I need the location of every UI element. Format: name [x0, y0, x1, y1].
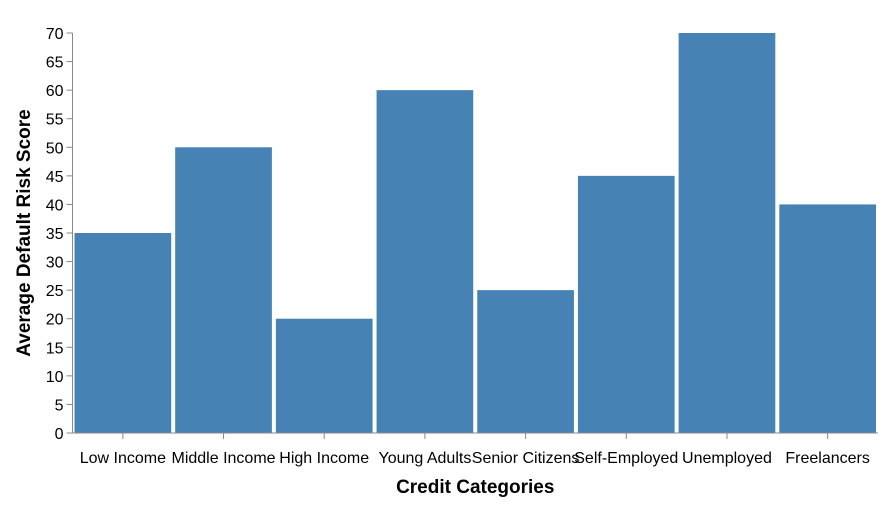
y-tick-label: 5: [55, 397, 64, 414]
y-axis-title: Average Default Risk Score: [14, 109, 35, 356]
y-tick-label: 70: [46, 26, 64, 43]
y-tick-label: 20: [46, 312, 64, 329]
x-tick-label: Middle Income: [172, 450, 276, 467]
x-tick-label: Senior Citizens: [472, 450, 580, 467]
y-tick-label: 0: [55, 426, 64, 443]
y-tick-label: 10: [46, 369, 64, 386]
y-tick-label: 65: [46, 55, 64, 72]
y-tick-label: 15: [46, 340, 64, 357]
y-tick-label: 45: [46, 169, 64, 186]
y-axis: 0 5 10 15 20 25 30 35 40 45 50 55 60 65 70: [46, 26, 73, 443]
x-tick-label: High Income: [279, 450, 369, 467]
bar-1: [175, 147, 272, 434]
bar-0: [74, 233, 172, 433]
x-tick-label: Unemployed: [682, 450, 772, 467]
y-tick-label: 30: [46, 255, 64, 272]
bar-6: [678, 33, 776, 433]
bars-group: [74, 33, 876, 434]
y-tick-label: 50: [46, 140, 64, 157]
bar-2: [275, 318, 373, 433]
y-tick-label: 55: [46, 112, 64, 129]
x-axis-title: Credit Categories: [396, 477, 554, 498]
y-tick-label: 25: [46, 283, 64, 300]
x-tick-label: Freelancers: [785, 450, 869, 467]
x-axis: Low Income Middle Income High Income Young …: [72, 432, 878, 467]
y-tick-label: 40: [46, 197, 64, 214]
bar-7: [779, 204, 876, 433]
bar-4: [477, 290, 574, 433]
y-tick-label: 35: [46, 226, 64, 243]
y-tick-label: 60: [46, 83, 64, 100]
x-tick-label: Low Income: [80, 450, 166, 467]
bar-3: [376, 90, 474, 434]
x-tick-label: Self-Employed: [574, 450, 678, 467]
x-tick-label: Young Adults: [378, 450, 471, 467]
bar-5: [577, 175, 675, 433]
